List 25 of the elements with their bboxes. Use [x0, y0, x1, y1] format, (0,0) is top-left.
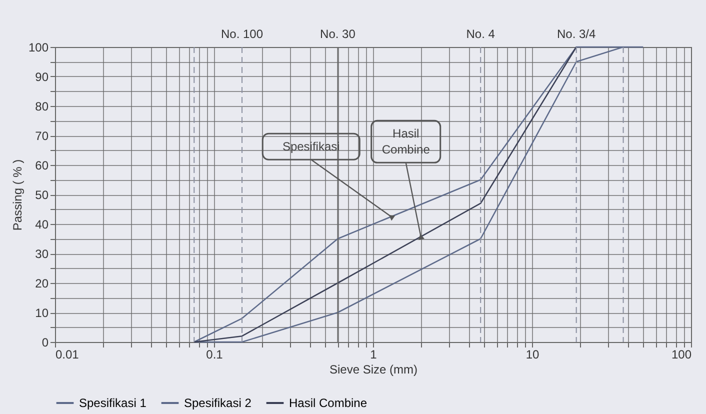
y-tick-label: 60	[35, 158, 49, 172]
y-tick-label: 20	[35, 276, 49, 290]
y-tick-label: 10	[35, 306, 49, 320]
ref-line-label: No. 4	[466, 27, 496, 41]
ref-line-label: No. 3/4	[556, 27, 596, 41]
x-tick-label: 0.01	[56, 348, 80, 362]
ref-line-label: No. 100	[220, 27, 264, 41]
x-tick-label: 1	[370, 348, 378, 362]
x-tick-label: 0.1	[206, 348, 224, 362]
y-tick-label: 90	[35, 70, 49, 84]
y-tick-label: 0	[42, 336, 49, 350]
y-tick-label: 70	[35, 129, 49, 143]
y-axis-title: Passing ( % )	[10, 159, 24, 231]
y-tick-label: 40	[35, 218, 49, 232]
x-tick-label: 10	[526, 348, 540, 362]
legend-label: Spesifikasi 2	[184, 396, 252, 410]
y-tick-label: 30	[35, 247, 49, 261]
y-tick-label: 50	[35, 188, 49, 202]
x-axis-title: Sieve Size (mm)	[329, 362, 418, 376]
y-tick-label: 80	[35, 100, 49, 114]
y-tick-label: 100	[28, 40, 49, 54]
legend-label: Spesifikasi 1	[79, 396, 147, 410]
ref-line-label: No. 30	[320, 27, 356, 41]
x-tick-label: 100	[671, 348, 692, 362]
legend-label: Hasil Combine	[289, 396, 368, 410]
